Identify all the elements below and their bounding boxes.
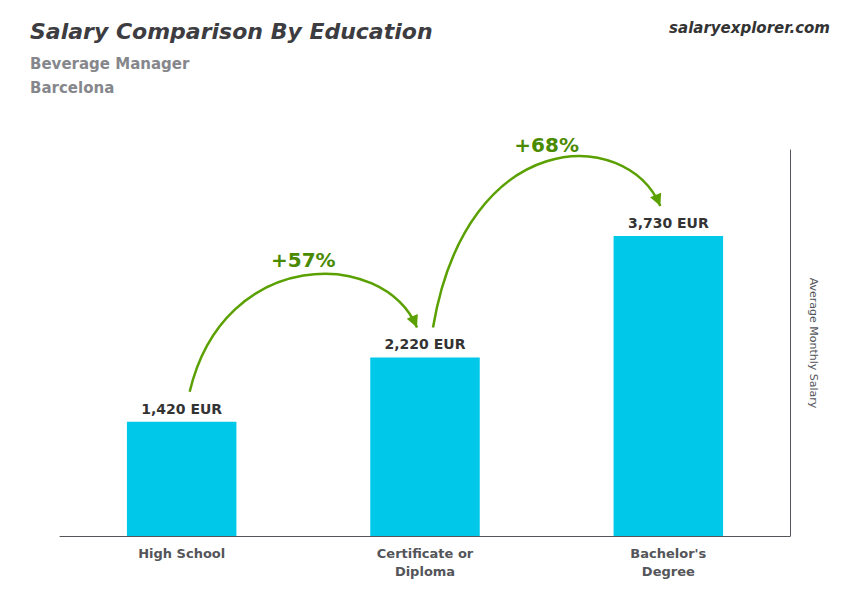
- svg-text:+68%: +68%: [514, 133, 579, 157]
- svg-text:Average Monthly Salary: Average Monthly Salary: [807, 278, 820, 409]
- svg-text:Beverage Manager: Beverage Manager: [30, 55, 190, 73]
- svg-text:Certificate or: Certificate or: [377, 546, 474, 561]
- svg-text:Bachelor's: Bachelor's: [630, 546, 706, 561]
- svg-text:Degree: Degree: [642, 564, 695, 579]
- svg-text:1,420 EUR: 1,420 EUR: [141, 401, 222, 417]
- svg-text:2,220 EUR: 2,220 EUR: [385, 336, 466, 352]
- svg-text:Barcelona: Barcelona: [30, 79, 114, 97]
- svg-text:+57%: +57%: [271, 248, 336, 272]
- svg-text:Salary Comparison By Education: Salary Comparison By Education: [30, 19, 433, 44]
- svg-text:High School: High School: [138, 546, 225, 561]
- svg-text:salaryexplorer.com: salaryexplorer.com: [669, 19, 830, 37]
- svg-text:Diploma: Diploma: [395, 564, 455, 579]
- svg-text:3,730 EUR: 3,730 EUR: [628, 215, 709, 231]
